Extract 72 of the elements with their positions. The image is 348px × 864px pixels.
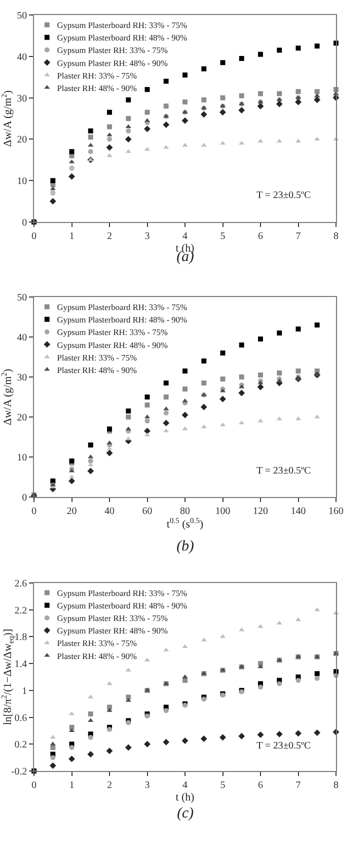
x-tick-label: 7 xyxy=(296,780,301,791)
x-tick-label: 100 xyxy=(215,506,230,517)
y-tick-label: 30 xyxy=(17,372,27,384)
text: (b) xyxy=(176,538,194,554)
legend-label: Gypsum Plasterboard RH: 33% - 75% xyxy=(57,588,188,598)
legend-label: Gypsum Plasterboard RH: 48% - 90% xyxy=(57,314,188,325)
x-tick-label: 8 xyxy=(334,780,338,791)
x-tick-label: 5 xyxy=(220,780,226,791)
legend-label: Gypsum Plaster RH: 33% - 75% xyxy=(57,45,168,56)
y-tick-label: 40 xyxy=(17,332,27,344)
x-tick-label: 5 xyxy=(220,231,226,242)
y-tick-label: 40 xyxy=(17,52,27,63)
x-tick-label: 6 xyxy=(258,231,263,242)
legend-label: Plaster RH: 48% - 90% xyxy=(57,650,137,661)
x-tick-label: 0 xyxy=(32,231,36,242)
x-tick-label: 7 xyxy=(296,231,301,242)
x-tick-label: 0 xyxy=(32,506,36,517)
legend-label: Plaster RH: 48% - 90% xyxy=(57,82,137,93)
legend-label: Gypsum Plaster RH: 33% - 75% xyxy=(57,327,168,338)
y-tick-label: 1.4 xyxy=(14,659,27,670)
x-tick-label: 4 xyxy=(182,780,188,791)
legend-label: Gypsum Plasterboard RH: 48% - 90% xyxy=(57,32,188,43)
legend-label: Gypsum Plaster RH: 48% - 90% xyxy=(57,340,168,350)
legend-label: Plaster RH: 33% - 75% xyxy=(57,70,137,80)
y-tick-label: 2.2 xyxy=(14,605,27,616)
x-tick-label: 1 xyxy=(69,780,74,791)
y-tick-label: 20 xyxy=(17,134,27,146)
x-tick-label: 6 xyxy=(258,780,263,791)
x-tick-label: 3 xyxy=(144,231,150,242)
x-tick-label: 20 xyxy=(66,506,77,517)
legend-label: Gypsum Plaster RH: 33% - 75% xyxy=(57,613,168,624)
x-tick-label: 140 xyxy=(290,506,306,517)
y-tick-label: 0 xyxy=(22,492,27,504)
y-tick-label: 30 xyxy=(17,93,27,104)
y-tick-label: 1 xyxy=(22,686,27,697)
legend-label: Gypsum Plaster RH: 48% - 90% xyxy=(57,58,168,68)
legend-label: Gypsum Plasterboard RH: 48% - 90% xyxy=(57,600,188,611)
x-tick-label: 2 xyxy=(107,231,112,242)
x-tick-label: 120 xyxy=(253,506,268,517)
legend-label: Gypsum Plasterboard RH: 33% - 75% xyxy=(57,20,188,30)
x-tick-label: 0 xyxy=(32,780,36,791)
y-tick-label: 10 xyxy=(17,452,27,464)
x-tick-label: 160 xyxy=(328,506,344,517)
x-axis-title: t$^{0.5}$ (s$^{0.5}$) xyxy=(166,516,204,531)
annotation: T = 23±0.5ºC xyxy=(256,190,312,201)
y-tick-label: 50 xyxy=(17,10,27,22)
x-tick-label: 60 xyxy=(142,506,152,517)
legend-label: Gypsum Plaster RH: 48% - 90% xyxy=(57,626,168,636)
y-tick-label: 20 xyxy=(17,412,27,424)
y-tick-label: 1.8 xyxy=(14,632,27,644)
x-tick-label: 80 xyxy=(180,506,190,517)
annotation: T = 23±0.5ºC xyxy=(256,466,312,476)
text: (c) xyxy=(176,806,194,822)
x-tick-label: 1 xyxy=(69,231,74,242)
annotation: T = 23±0.5ºC xyxy=(256,740,312,752)
y-tick-label: -0.2 xyxy=(11,766,27,778)
x-tick-label: 4 xyxy=(182,231,188,242)
y-tick-label: 0.2 xyxy=(14,740,27,751)
x-tick-label: 8 xyxy=(334,231,338,242)
legend-label: Plaster RH: 33% - 75% xyxy=(57,352,137,362)
legend-label: Plaster RH: 33% - 75% xyxy=(57,638,137,648)
x-tick-label: 40 xyxy=(104,506,114,517)
y-tick-label: 0.6 xyxy=(14,712,27,724)
y-tick-label: 50 xyxy=(17,292,27,304)
legend-label: Plaster RH: 48% - 90% xyxy=(57,364,137,375)
x-tick-label: 3 xyxy=(144,780,150,791)
x-axis-title: t (h) xyxy=(176,792,195,804)
y-tick-label: 0 xyxy=(22,218,27,228)
y-tick-label: 2.6 xyxy=(14,578,27,590)
y-tick-label: 10 xyxy=(17,176,27,188)
legend-label: Gypsum Plasterboard RH: 33% - 75% xyxy=(57,302,188,312)
x-tick-label: 2 xyxy=(107,780,112,791)
